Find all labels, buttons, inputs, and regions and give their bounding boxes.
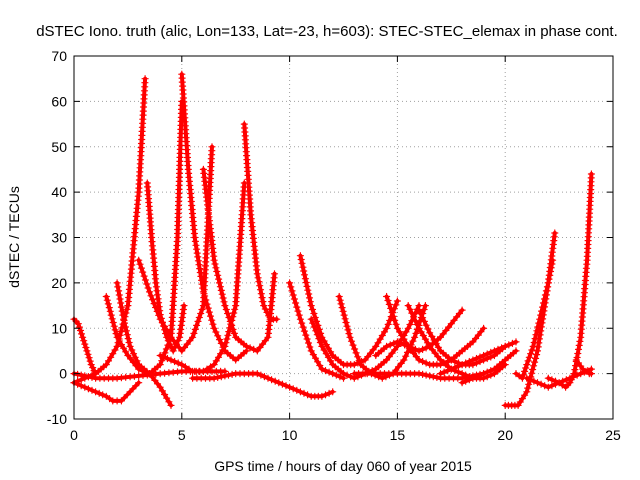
y-tick-label: -10 [47,411,67,427]
series-6 [113,279,175,409]
series-24 [458,347,520,387]
series-markers [286,279,348,382]
series-4 [70,379,143,405]
x-tick-label: 0 [70,427,78,443]
x-tick-label: 15 [390,427,406,443]
series-markers [458,347,520,387]
y-tick-label: 70 [51,48,67,64]
series-14 [286,279,348,382]
series-markers [512,256,557,382]
y-tick-label: 20 [51,275,67,291]
x-tick-label: 10 [282,427,298,443]
series-line [460,348,518,385]
series-markers [189,370,337,400]
series-markers [178,70,251,364]
x-axis-label: GPS time / hours of day 060 of year 2015 [214,458,472,474]
series-5 [102,97,186,378]
series-9 [135,143,216,355]
series-markers [156,179,248,375]
series-markers [544,170,595,391]
x-tick-label: 20 [497,427,513,443]
series-group [70,70,595,409]
series-markers [240,120,281,323]
series-28 [544,170,595,391]
y-tick-label: 60 [51,93,67,109]
y-axis-label: dSTEC / TECUs [6,186,22,288]
x-tick-label: 5 [178,427,186,443]
y-tick-label: 40 [51,184,67,200]
series-26 [512,256,557,382]
series-markers [415,306,509,369]
y-tick-label: 0 [59,366,67,382]
series-line [406,303,508,381]
y-tick-label: 30 [51,230,67,246]
series-23 [436,338,520,378]
y-tick-label: 10 [51,320,67,336]
series-11 [199,165,279,355]
series-markers [113,279,175,409]
series-markers [70,315,100,378]
series-10 [156,179,248,375]
series-line [438,339,518,376]
series-markers [199,165,279,355]
series-29 [572,356,595,378]
series-markers [70,379,143,405]
series-22 [415,306,509,369]
series-markers [436,338,520,378]
y-tick-label: 50 [51,139,67,155]
series-12 [240,120,281,323]
x-tick-label: 25 [605,427,621,443]
series-8 [178,70,251,364]
series-13 [189,370,337,400]
series-2 [70,315,100,378]
series-markers [102,97,186,378]
chart-title: dSTEC Iono. truth (alic, Lon=133, Lat=-2… [36,23,618,40]
series-markers [572,356,595,378]
